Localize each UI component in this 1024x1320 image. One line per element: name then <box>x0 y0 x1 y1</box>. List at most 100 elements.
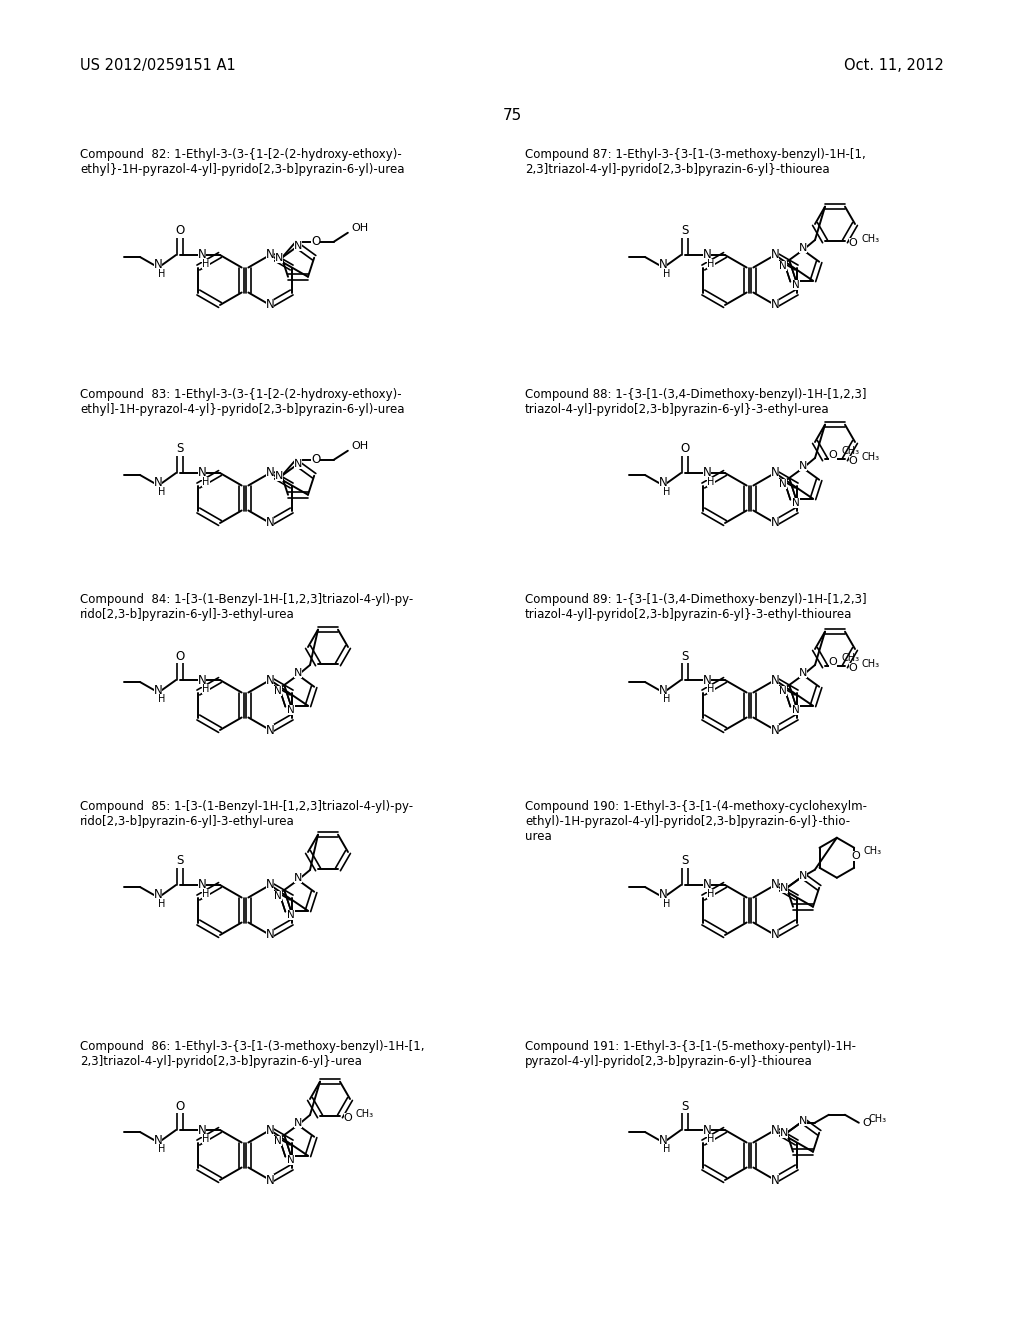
Text: N: N <box>799 1115 807 1126</box>
Text: N: N <box>658 477 668 490</box>
Text: H: H <box>664 487 671 498</box>
Text: O: O <box>680 442 689 455</box>
Text: N: N <box>799 461 807 471</box>
Text: H: H <box>664 1144 671 1154</box>
Text: O: O <box>849 664 857 673</box>
Text: N: N <box>265 928 274 941</box>
Text: Compound  83: 1-Ethyl-3-(3-{1-[2-(2-hydroxy-ethoxy)-: Compound 83: 1-Ethyl-3-(3-{1-[2-(2-hydro… <box>80 388 401 401</box>
Text: triazol-4-yl]-pyrido[2,3-b]pyrazin-6-yl}-3-ethyl-urea: triazol-4-yl]-pyrido[2,3-b]pyrazin-6-yl}… <box>525 403 829 416</box>
Text: N: N <box>771 928 779 941</box>
Text: N: N <box>154 259 163 272</box>
Text: urea: urea <box>525 830 552 843</box>
Text: N: N <box>779 883 788 892</box>
Text: N: N <box>274 471 283 480</box>
Text: CH₃: CH₃ <box>863 846 882 855</box>
Text: N: N <box>198 673 207 686</box>
Text: N: N <box>265 1173 274 1187</box>
Text: H: H <box>708 259 715 269</box>
Text: N: N <box>779 686 786 696</box>
Text: N: N <box>658 684 668 697</box>
Text: S: S <box>681 1100 689 1113</box>
Text: O: O <box>849 457 857 466</box>
Text: N: N <box>287 909 295 920</box>
Text: N: N <box>294 459 302 469</box>
Text: N: N <box>658 888 668 902</box>
Text: N: N <box>793 498 800 508</box>
Text: CH₃: CH₃ <box>868 1114 887 1123</box>
Text: N: N <box>154 684 163 697</box>
Text: N: N <box>658 1134 668 1147</box>
Text: N: N <box>154 1134 163 1147</box>
Text: CH₃: CH₃ <box>861 659 880 669</box>
Text: N: N <box>771 879 779 891</box>
Text: US 2012/0259151 A1: US 2012/0259151 A1 <box>80 58 236 73</box>
Text: N: N <box>274 891 282 900</box>
Text: Compound 191: 1-Ethyl-3-{3-[1-(5-methoxy-pentyl)-1H-: Compound 191: 1-Ethyl-3-{3-[1-(5-methoxy… <box>525 1040 856 1053</box>
Text: N: N <box>702 248 712 261</box>
Text: CH₃: CH₃ <box>861 235 880 244</box>
Text: N: N <box>771 1173 779 1187</box>
Text: OH: OH <box>352 223 369 232</box>
Text: N: N <box>779 1127 788 1138</box>
Text: N: N <box>294 242 302 251</box>
Text: O: O <box>175 224 184 238</box>
Text: 2,3]triazol-4-yl]-pyrido[2,3-b]pyrazin-6-yl}-thiourea: 2,3]triazol-4-yl]-pyrido[2,3-b]pyrazin-6… <box>525 162 829 176</box>
Text: N: N <box>265 673 274 686</box>
Text: N: N <box>771 516 779 529</box>
Text: O: O <box>311 235 321 248</box>
Text: N: N <box>198 466 207 479</box>
Text: CH₃: CH₃ <box>841 446 859 457</box>
Text: N: N <box>274 686 282 696</box>
Text: N: N <box>702 673 712 686</box>
Text: S: S <box>681 649 689 663</box>
Text: H: H <box>159 694 166 704</box>
Text: S: S <box>176 854 183 867</box>
Text: N: N <box>274 252 283 263</box>
Text: N: N <box>799 668 807 678</box>
Text: pyrazol-4-yl]-pyrido[2,3-b]pyrazin-6-yl}-thiourea: pyrazol-4-yl]-pyrido[2,3-b]pyrazin-6-yl}… <box>525 1055 813 1068</box>
Text: N: N <box>265 723 274 737</box>
Text: N: N <box>771 1123 779 1137</box>
Text: S: S <box>681 854 689 867</box>
Text: H: H <box>203 259 210 269</box>
Text: H: H <box>708 888 715 899</box>
Text: O: O <box>852 851 860 861</box>
Text: O: O <box>849 239 857 248</box>
Text: N: N <box>702 879 712 891</box>
Text: H: H <box>664 694 671 704</box>
Text: N: N <box>154 477 163 490</box>
Text: CH₃: CH₃ <box>356 1109 374 1119</box>
Text: H: H <box>203 477 210 487</box>
Text: Compound 87: 1-Ethyl-3-{3-[1-(3-methoxy-benzyl)-1H-[1,: Compound 87: 1-Ethyl-3-{3-[1-(3-methoxy-… <box>525 148 865 161</box>
Text: O: O <box>311 453 321 466</box>
Text: triazol-4-yl]-pyrido[2,3-b]pyrazin-6-yl}-3-ethyl-thiourea: triazol-4-yl]-pyrido[2,3-b]pyrazin-6-yl}… <box>525 609 852 620</box>
Text: H: H <box>664 269 671 279</box>
Text: 75: 75 <box>503 108 521 123</box>
Text: N: N <box>154 888 163 902</box>
Text: N: N <box>294 873 302 883</box>
Text: N: N <box>771 673 779 686</box>
Text: H: H <box>159 899 166 909</box>
Text: rido[2,3-b]pyrazin-6-yl]-3-ethyl-urea: rido[2,3-b]pyrazin-6-yl]-3-ethyl-urea <box>80 814 295 828</box>
Text: H: H <box>708 684 715 694</box>
Text: O: O <box>863 1118 871 1127</box>
Text: CH₃: CH₃ <box>841 653 859 664</box>
Text: N: N <box>771 723 779 737</box>
Text: Compound 190: 1-Ethyl-3-{3-[1-(4-methoxy-cyclohexylm-: Compound 190: 1-Ethyl-3-{3-[1-(4-methoxy… <box>525 800 867 813</box>
Text: H: H <box>708 1134 715 1144</box>
Text: N: N <box>799 243 807 253</box>
Text: N: N <box>265 298 274 312</box>
Text: N: N <box>265 516 274 529</box>
Text: O: O <box>828 657 838 668</box>
Text: N: N <box>198 1123 207 1137</box>
Text: N: N <box>265 466 274 479</box>
Text: N: N <box>287 705 295 714</box>
Text: N: N <box>294 1118 302 1129</box>
Text: ethyl)-1H-pyrazol-4-yl]-pyrido[2,3-b]pyrazin-6-yl}-thio-: ethyl)-1H-pyrazol-4-yl]-pyrido[2,3-b]pyr… <box>525 814 850 828</box>
Text: ethyl]-1H-pyrazol-4-yl}-pyrido[2,3-b]pyrazin-6-yl)-urea: ethyl]-1H-pyrazol-4-yl}-pyrido[2,3-b]pyr… <box>80 403 404 416</box>
Text: H: H <box>159 1144 166 1154</box>
Text: OH: OH <box>352 441 369 450</box>
Text: Compound  86: 1-Ethyl-3-{3-[1-(3-methoxy-benzyl)-1H-[1,: Compound 86: 1-Ethyl-3-{3-[1-(3-methoxy-… <box>80 1040 425 1053</box>
Text: N: N <box>799 871 807 880</box>
Text: N: N <box>287 1155 295 1164</box>
